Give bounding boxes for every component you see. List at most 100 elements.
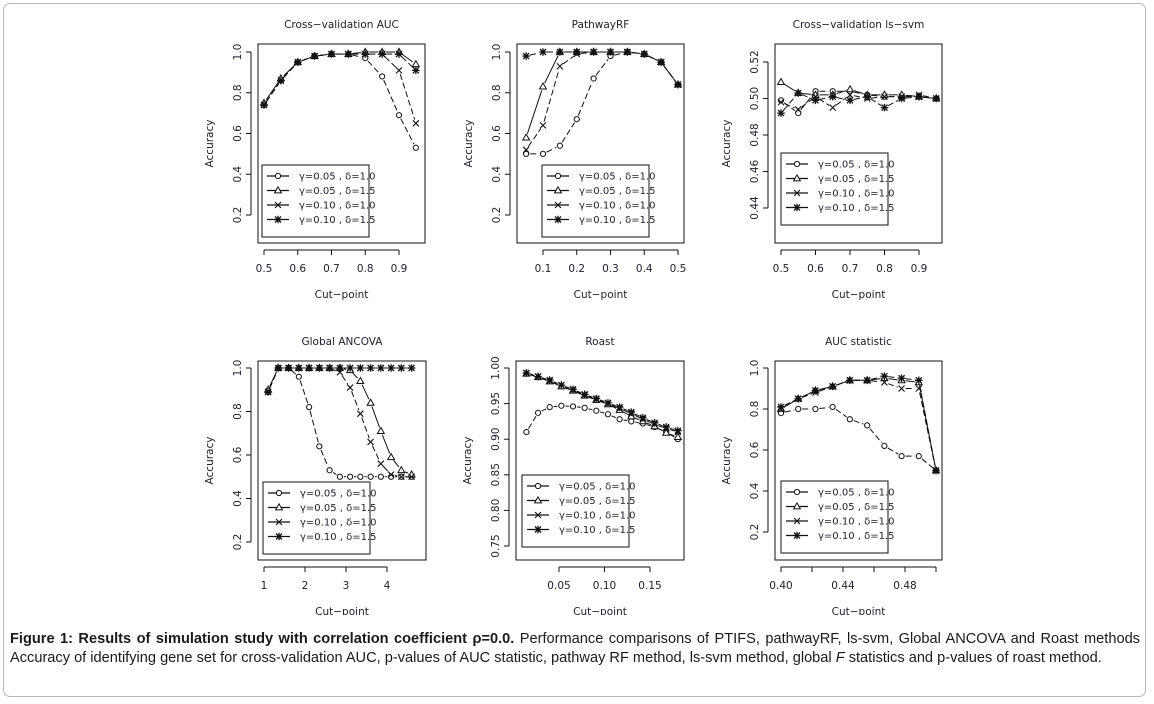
series-line-segment [404, 471, 409, 474]
data-point-cross [794, 106, 802, 113]
series-line-segment [599, 399, 605, 402]
data-point-asterisk [315, 364, 324, 372]
data-point-triangle [776, 77, 786, 85]
series-line-segment [836, 97, 847, 100]
series-line-segment [371, 445, 380, 461]
data-point-asterisk [377, 364, 385, 372]
data-point-asterisk [325, 364, 334, 372]
series-line-segment [291, 370, 297, 375]
legend-label: γ=0.10 , δ=1.5 [559, 525, 636, 536]
data-point-circle [864, 422, 871, 429]
data-point-asterisk [412, 66, 420, 75]
y-tick-label: 0.8 [232, 403, 244, 420]
series-line-segment [309, 410, 319, 443]
x-tick-label: 1 [261, 580, 268, 592]
x-axis-label: Cut−point [315, 289, 369, 301]
data-point-asterisk [293, 58, 302, 66]
series-line-segment [341, 375, 349, 385]
series-line-segment [361, 417, 370, 439]
data-point-asterisk [397, 364, 406, 372]
data-point-cross [356, 410, 364, 418]
data-point-asterisk [284, 364, 293, 372]
y-tick-label: 1.0 [232, 360, 244, 377]
series-line-segment [870, 98, 882, 106]
data-point-triangle [673, 432, 683, 440]
data-point-cross [408, 473, 415, 481]
series-asterisk [522, 369, 682, 435]
plot-frame [257, 360, 427, 561]
y-tick-label: 0.2 [749, 524, 761, 541]
series-line-segment [528, 416, 537, 429]
data-point-asterisk [915, 92, 923, 101]
series-line-segment [919, 386, 936, 467]
series-line-segment [546, 147, 557, 153]
x-tick-label: 0.7 [323, 263, 340, 275]
y-axis-label: Accuracy [462, 437, 474, 485]
series-line-segment [529, 52, 540, 56]
series-line-segment [333, 369, 337, 372]
data-point-asterisk [880, 103, 889, 112]
data-point-circle [523, 428, 530, 436]
series-line-segment [553, 382, 558, 386]
data-point-triangle [521, 132, 531, 141]
data-point-asterisk [606, 48, 615, 56]
series-line-segment [871, 94, 881, 97]
chart-panel-5: Roast 0.05 0.10 0.15 Cut−point 0.75 0.80 0.85 0.… [462, 336, 685, 615]
data-point-circle [795, 110, 802, 117]
series-line-segment [611, 405, 617, 409]
plot-frame [257, 43, 426, 244]
series-line-segment [394, 474, 398, 477]
y-tick-label: 0.4 [749, 482, 761, 499]
chart-panel-6: AUC statistic 0.40 0.44 0.48 Cut−point 0.2 0.4… [721, 336, 943, 615]
series-line-segment [646, 424, 651, 427]
series-asterisk [264, 364, 416, 396]
series-line-segment [553, 381, 558, 384]
series-line-segment [622, 411, 628, 415]
y-tick-label: 0.95 [490, 392, 502, 415]
x-axis-label: Cut−point [832, 606, 886, 615]
data-point-asterisk [880, 372, 889, 380]
data-point-asterisk [539, 48, 547, 56]
y-tick-label: 0.4 [232, 166, 244, 183]
chart-panel-1: Cross−validation AUC 0.5 0.6 0.7 0.8 0.9 Cut−p… [204, 19, 426, 301]
data-point-asterisk [932, 466, 940, 475]
data-point-asterisk [557, 381, 566, 389]
circle-icon [793, 160, 801, 168]
legend-label: γ=0.05 , δ=1.0 [579, 172, 656, 183]
series-line-segment [400, 118, 415, 145]
series-line-segment [853, 97, 864, 100]
y-tick-label: 0.52 [749, 50, 761, 73]
series-line-segment [611, 403, 617, 407]
triangle-icon [273, 185, 283, 194]
x-tick-label: 3 [343, 580, 350, 592]
series-cross [777, 376, 940, 474]
data-point-asterisk [545, 376, 554, 384]
data-point-circle [326, 467, 333, 474]
legend-label: γ=0.05 , δ=1.5 [818, 502, 895, 513]
asterisk-icon [275, 532, 283, 541]
series-line-segment [580, 51, 590, 55]
series-line-segment [634, 417, 640, 421]
series-cross [260, 50, 420, 127]
series-line-segment [871, 378, 881, 381]
series-line-segment [635, 421, 640, 424]
legend: γ=0.05 , δ=1.0 γ=0.05 , δ=1.5 γ=0.10 , δ=1… [262, 481, 377, 555]
chart-title: Roast [585, 336, 614, 348]
x-axis-label: Cut−point [315, 606, 369, 615]
series-line-segment [836, 381, 847, 386]
data-point-asterisk [674, 80, 682, 89]
data-point-circle [377, 473, 384, 480]
data-point-asterisk [556, 48, 564, 56]
series-line-segment [646, 420, 652, 424]
series-line-segment [905, 96, 916, 99]
data-point-circle [367, 473, 374, 480]
series-asterisk [260, 50, 420, 109]
x-axis-label: Cut−point [832, 289, 886, 301]
y-tick-label: 0.6 [749, 441, 761, 458]
plot-frame [774, 360, 943, 561]
y-tick-label: 0.44 [749, 196, 761, 220]
series-line-segment [647, 55, 658, 61]
data-point-circle [556, 142, 563, 149]
y-tick-label: 0.2 [232, 207, 244, 224]
series-cross [264, 364, 415, 481]
